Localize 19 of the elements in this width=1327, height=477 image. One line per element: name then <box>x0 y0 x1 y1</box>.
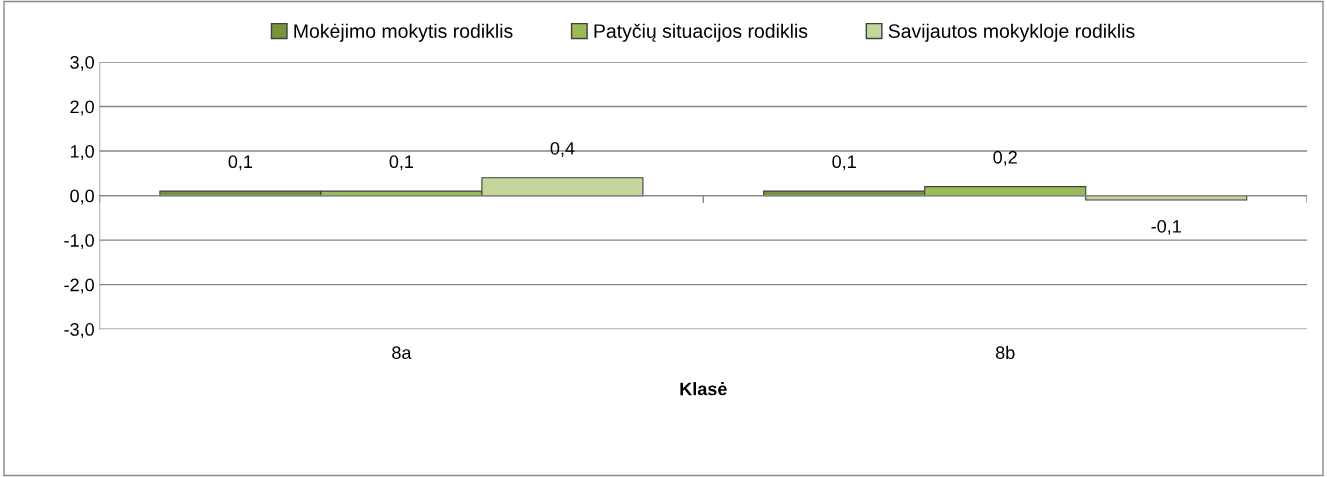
y-tick-label: -3,0 <box>64 323 94 338</box>
y-tick-label: 0,0 <box>70 189 94 205</box>
data-label: 0,4 <box>550 141 575 157</box>
data-label: -0,1 <box>1151 219 1181 235</box>
y-tick-label: 2,0 <box>70 100 94 116</box>
y-tick-label: 1,0 <box>70 144 94 160</box>
y-tick-label: -2,0 <box>64 278 94 294</box>
data-label: 0,1 <box>389 155 414 171</box>
x-axis-title: Klasė <box>680 382 727 396</box>
y-tick-label: -1,0 <box>64 234 94 249</box>
legend-label: Savijautos mokykloje rodiklis <box>888 23 1135 42</box>
y-tick-label: 3,0 <box>70 55 94 71</box>
x-tick-label: 8b <box>995 345 1015 360</box>
x-tick-label: 8a <box>392 346 412 360</box>
data-label: 0,2 <box>993 150 1017 166</box>
data-label: 0,1 <box>228 155 253 171</box>
legend-label: Mokėjimo mokytis rodiklis <box>294 23 513 42</box>
legend-label: Patyčių situacijos rodiklis <box>594 23 808 42</box>
data-label: 0,1 <box>832 155 856 171</box>
